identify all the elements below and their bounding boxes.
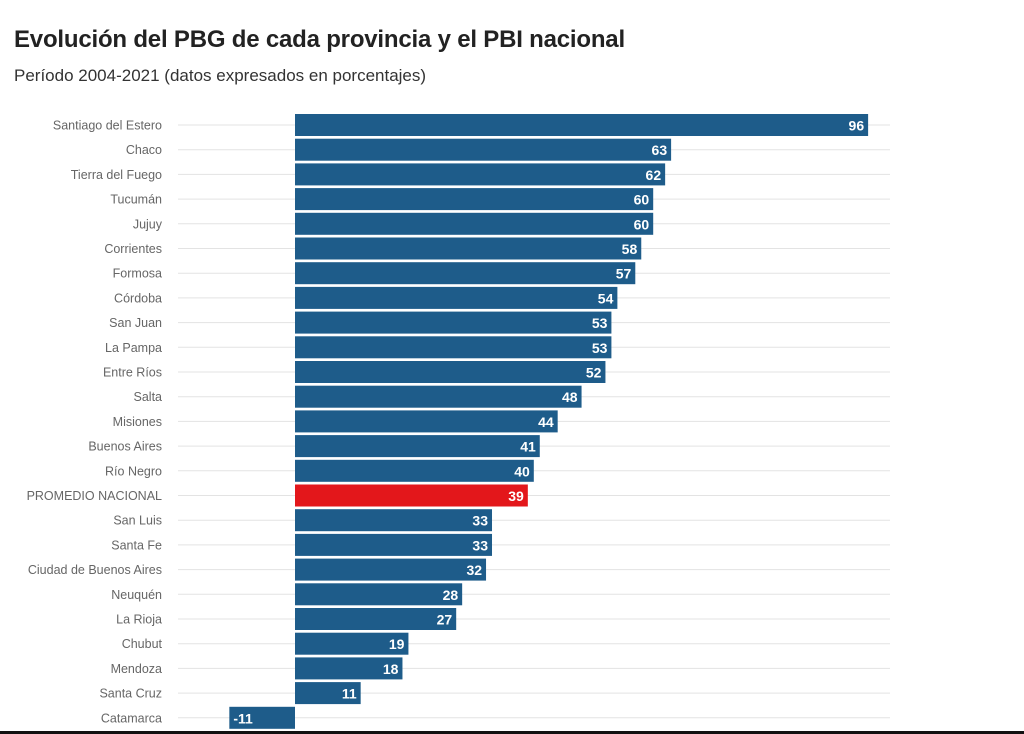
category-label: Neuquén — [111, 588, 162, 602]
bar-8 — [295, 311, 612, 334]
category-label: Chubut — [122, 637, 163, 651]
category-label: Chaco — [126, 143, 162, 157]
bar-19 — [295, 583, 463, 606]
bar-2 — [295, 163, 666, 186]
value-label: 39 — [508, 488, 524, 504]
category-label: Tierra del Fuego — [71, 168, 162, 182]
bar-21 — [295, 632, 409, 655]
category-label: Jujuy — [133, 217, 163, 231]
value-label: 28 — [443, 587, 459, 603]
category-label: Entre Ríos — [103, 366, 162, 380]
value-label: 44 — [538, 414, 554, 430]
chart-subtitle: Período 2004-2021 (datos expresados en p… — [14, 66, 427, 85]
bar-9 — [295, 336, 612, 359]
value-label: 33 — [472, 537, 488, 553]
bar-5 — [295, 237, 642, 260]
bar-20 — [295, 608, 457, 630]
bar-23 — [295, 682, 361, 705]
category-label: La Pampa — [105, 341, 162, 355]
value-label: 60 — [634, 216, 650, 232]
value-label: 40 — [514, 463, 530, 479]
value-label: 60 — [634, 192, 650, 208]
category-label: Salta — [134, 390, 163, 404]
value-label: 18 — [383, 661, 399, 677]
bar-3 — [295, 188, 654, 211]
category-label: Misiones — [113, 415, 162, 429]
category-label: Santiago del Estero — [53, 119, 162, 133]
value-label: 96 — [849, 118, 865, 134]
value-label: 52 — [586, 365, 602, 381]
value-label: 54 — [598, 290, 614, 306]
chart-title: Evolución del PBG de cada provincia y el… — [14, 26, 625, 53]
category-label: Buenos Aires — [88, 440, 162, 454]
category-label: Mendoza — [111, 662, 162, 676]
bar-24 — [229, 706, 295, 729]
bar-highlight-15 — [295, 484, 528, 507]
bottom-rule — [0, 731, 1024, 734]
value-label: -11 — [233, 710, 253, 726]
category-label: PROMEDIO NACIONAL — [27, 489, 162, 503]
category-label: Tucumán — [110, 193, 162, 207]
bar-14 — [295, 459, 534, 482]
bar-7 — [295, 286, 618, 309]
value-label: 58 — [622, 241, 638, 257]
bar-6 — [295, 262, 636, 285]
category-label: San Juan — [109, 316, 162, 330]
value-label: 32 — [466, 562, 482, 578]
value-label: 33 — [472, 513, 488, 529]
category-label: La Rioja — [116, 613, 162, 627]
bar-1 — [295, 138, 672, 161]
bar-0 — [295, 114, 869, 136]
category-label: Corrientes — [104, 242, 162, 256]
value-label: 19 — [389, 636, 405, 652]
bar-17 — [295, 533, 493, 556]
category-label: Córdoba — [114, 291, 162, 305]
category-label: Río Negro — [105, 464, 162, 478]
value-label: 53 — [592, 340, 608, 356]
bar-16 — [295, 509, 493, 532]
value-label: 53 — [592, 315, 608, 331]
category-label: Catamarca — [101, 711, 162, 725]
value-label: 57 — [616, 266, 632, 282]
bar-10 — [295, 361, 606, 383]
bar-18 — [295, 558, 487, 581]
bar-11 — [295, 385, 582, 408]
bar-4 — [295, 212, 654, 235]
value-label: 63 — [652, 142, 668, 158]
category-labels: Santiago del Estero Chaco Tierra del Fuego… — [27, 119, 163, 726]
category-label: Santa Cruz — [99, 687, 162, 701]
category-label: Formosa — [113, 267, 162, 281]
value-label: 62 — [646, 167, 662, 183]
bars — [229, 114, 869, 729]
value-label: 27 — [437, 612, 453, 628]
value-label: 48 — [562, 389, 578, 405]
category-label: Santa Fe — [111, 538, 162, 552]
bar-22 — [295, 657, 403, 680]
category-label: San Luis — [113, 514, 162, 528]
value-label: 41 — [520, 439, 536, 455]
category-label: Ciudad de Buenos Aires — [28, 563, 162, 577]
bar-13 — [295, 435, 540, 458]
value-label: 11 — [342, 686, 357, 702]
bar-12 — [295, 410, 558, 433]
